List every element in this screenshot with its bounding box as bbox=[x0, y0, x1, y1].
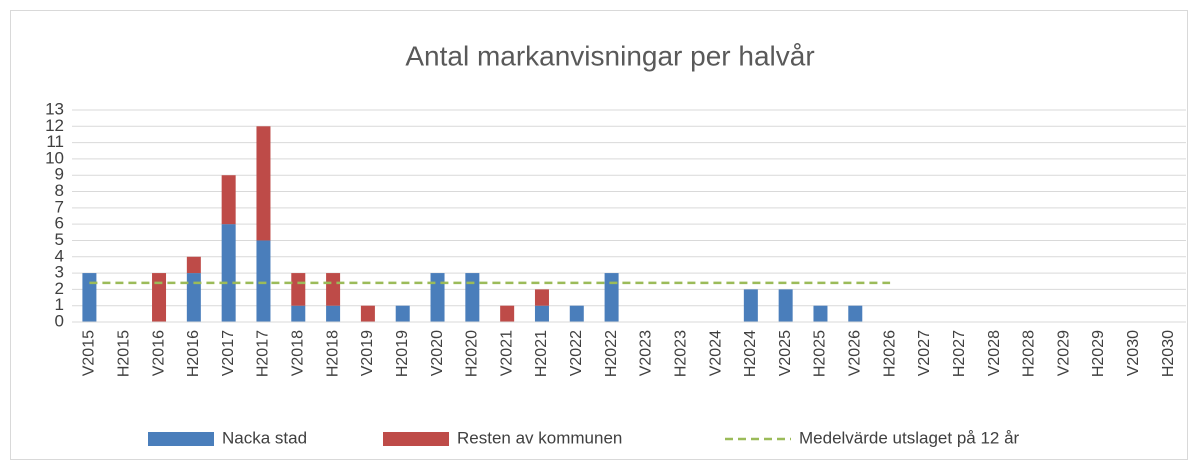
chart-border bbox=[10, 10, 1188, 460]
x-tick-label: H2022 bbox=[603, 330, 620, 377]
x-tick-label: V2021 bbox=[498, 330, 515, 376]
bar-segment bbox=[186, 273, 201, 322]
x-tick-label: V2015 bbox=[81, 330, 98, 376]
legend-swatch bbox=[383, 432, 449, 446]
legend-label: Medelvärde utslaget på 12 år bbox=[799, 428, 1020, 447]
y-tick-label: 5 bbox=[55, 230, 64, 249]
bar-segment bbox=[360, 305, 375, 322]
x-tick-label: H2019 bbox=[394, 330, 411, 377]
x-tick-label: V2030 bbox=[1125, 330, 1142, 376]
x-tick-label: V2027 bbox=[916, 330, 933, 376]
y-tick-label: 0 bbox=[55, 311, 64, 330]
legend-label: Nacka stad bbox=[222, 428, 307, 447]
bar-segment bbox=[604, 273, 619, 322]
bar-segment bbox=[569, 305, 584, 322]
x-tick-label: H2020 bbox=[464, 330, 481, 377]
chart-title: Antal markanvisningar per halvår bbox=[405, 40, 814, 71]
x-tick-label: V2020 bbox=[429, 330, 446, 376]
bar-segment bbox=[82, 273, 97, 322]
bar-segment bbox=[326, 305, 341, 322]
x-tick-label: V2029 bbox=[1055, 330, 1072, 376]
y-tick-label: 6 bbox=[55, 214, 64, 233]
bar-segment bbox=[430, 273, 445, 322]
x-tick-label: V2026 bbox=[847, 330, 864, 376]
legend-label: Resten av kommunen bbox=[457, 428, 622, 447]
x-tick-label: H2024 bbox=[742, 330, 759, 377]
x-tick-label: H2030 bbox=[1160, 330, 1177, 377]
y-tick-label: 1 bbox=[55, 295, 64, 314]
bar-segment bbox=[848, 305, 863, 322]
legend-swatch bbox=[148, 432, 214, 446]
y-tick-label: 8 bbox=[55, 181, 64, 200]
bar-segment bbox=[186, 256, 201, 274]
x-tick-label: V2023 bbox=[638, 330, 655, 376]
x-tick-label: V2028 bbox=[986, 330, 1003, 376]
bar-segment bbox=[152, 273, 167, 322]
y-tick-label: 2 bbox=[55, 279, 64, 298]
bar-segment bbox=[534, 305, 549, 322]
x-tick-label: V2016 bbox=[150, 330, 167, 376]
x-tick-label: V2017 bbox=[220, 330, 237, 376]
bar-segment bbox=[221, 175, 236, 225]
bar-segment bbox=[395, 305, 410, 322]
x-tick-label: V2019 bbox=[359, 330, 376, 376]
bar-segment bbox=[256, 126, 271, 241]
x-tick-label: H2029 bbox=[1090, 330, 1107, 377]
x-tick-label: V2024 bbox=[707, 330, 724, 376]
y-tick-label: 13 bbox=[45, 99, 64, 118]
x-tick-label: H2015 bbox=[115, 330, 132, 377]
bar-segment bbox=[778, 289, 793, 322]
y-tick-label: 10 bbox=[45, 148, 64, 167]
x-tick-label: H2021 bbox=[533, 330, 550, 377]
y-tick-label: 3 bbox=[55, 263, 64, 282]
x-tick-label: V2022 bbox=[568, 330, 585, 376]
x-tick-label: V2025 bbox=[777, 330, 794, 376]
y-tick-label: 12 bbox=[45, 116, 64, 135]
y-tick-label: 4 bbox=[55, 246, 64, 265]
y-tick-label: 7 bbox=[55, 197, 64, 216]
bar-segment bbox=[291, 273, 306, 306]
bar-segment bbox=[743, 289, 758, 322]
bar-segment bbox=[221, 224, 236, 322]
bar-segment bbox=[326, 273, 341, 306]
x-tick-label: H2026 bbox=[881, 330, 898, 377]
x-tick-label: H2017 bbox=[255, 330, 272, 377]
x-tick-label: H2028 bbox=[1021, 330, 1038, 377]
bar-segment bbox=[465, 273, 480, 322]
bar-segment bbox=[256, 240, 271, 322]
x-tick-label: H2027 bbox=[951, 330, 968, 377]
bar-segment bbox=[500, 305, 515, 322]
x-tick-label: H2016 bbox=[185, 330, 202, 377]
bar-segment bbox=[534, 289, 549, 306]
y-tick-label: 11 bbox=[46, 132, 64, 151]
x-tick-label: V2018 bbox=[290, 330, 307, 376]
x-tick-label: H2025 bbox=[812, 330, 829, 377]
x-tick-label: H2018 bbox=[324, 330, 341, 377]
x-tick-label: H2023 bbox=[672, 330, 689, 377]
y-tick-label: 9 bbox=[55, 165, 64, 184]
bar-segment bbox=[813, 305, 828, 322]
bar-segment bbox=[291, 305, 306, 322]
